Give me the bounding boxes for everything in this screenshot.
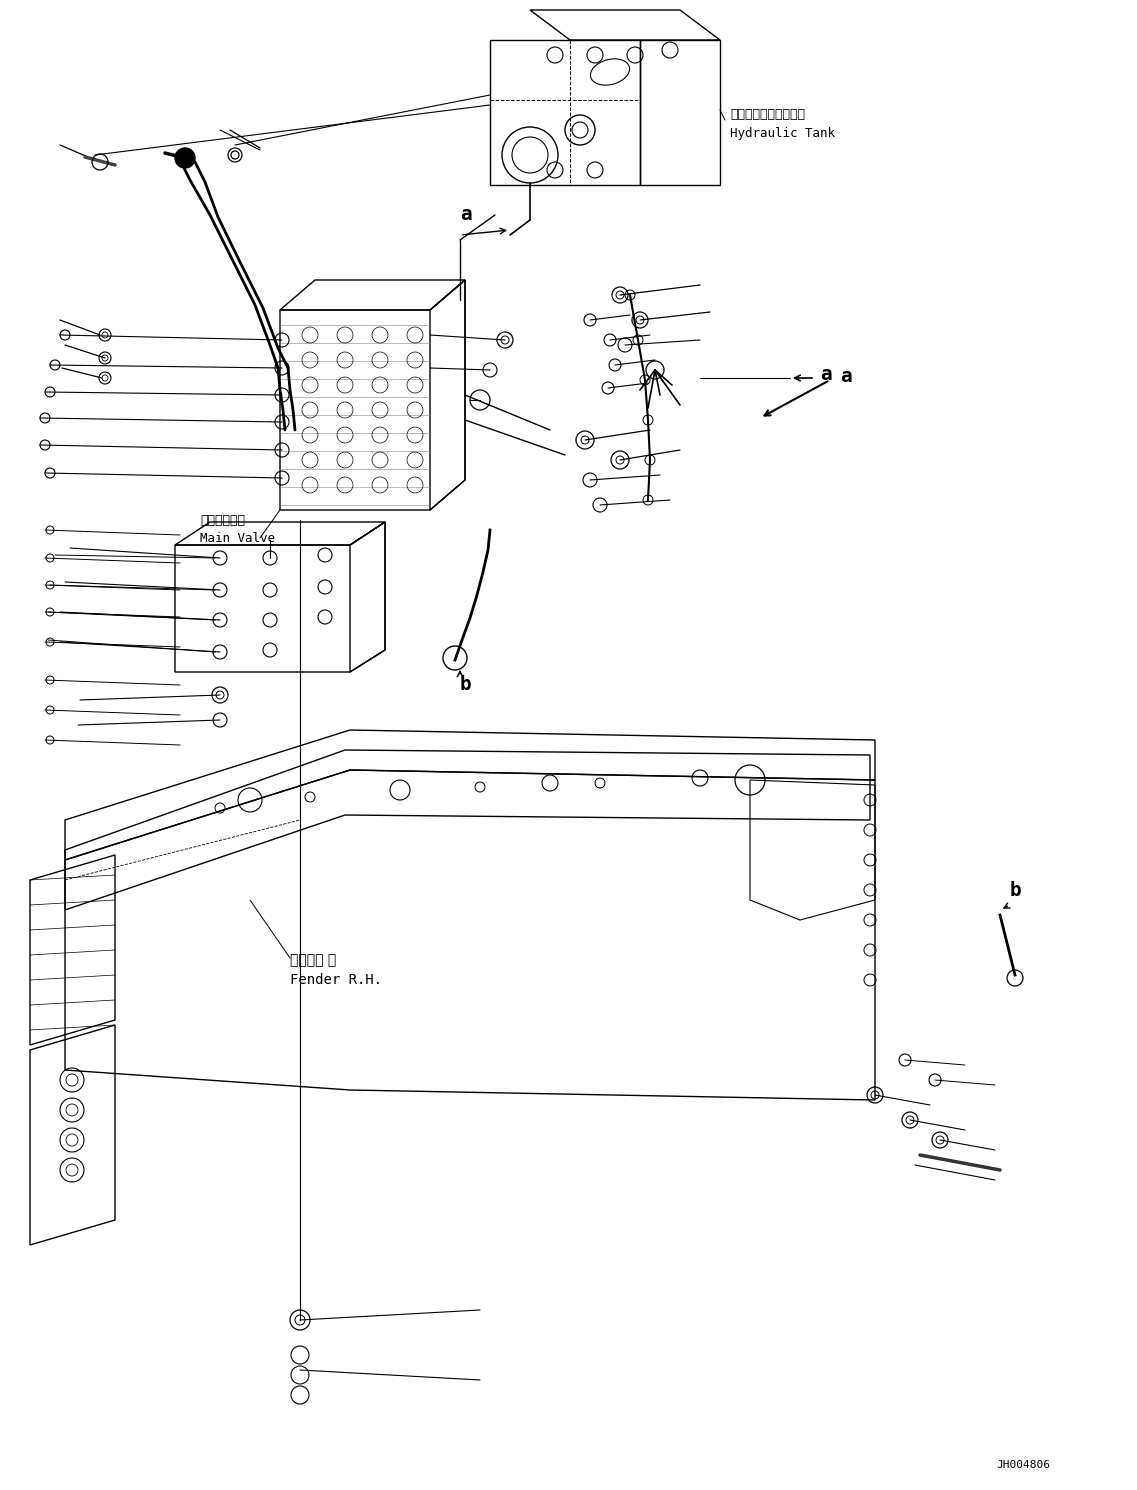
Text: メインバルブ: メインバルブ [200,514,244,526]
Circle shape [175,148,196,168]
Text: a: a [820,365,832,384]
Text: ハイドロリックタンク: ハイドロリックタンク [730,109,805,122]
Text: フェンダ 右: フェンダ 右 [290,954,337,967]
Text: b: b [460,675,472,694]
Text: JH004806: JH004806 [996,1460,1049,1471]
Text: a: a [460,206,472,225]
Text: b: b [1010,881,1022,900]
Text: Hydraulic Tank: Hydraulic Tank [730,127,835,140]
Text: a: a [840,368,852,386]
Text: Fender R.H.: Fender R.H. [290,973,382,986]
Text: Main Valve: Main Valve [200,532,275,544]
